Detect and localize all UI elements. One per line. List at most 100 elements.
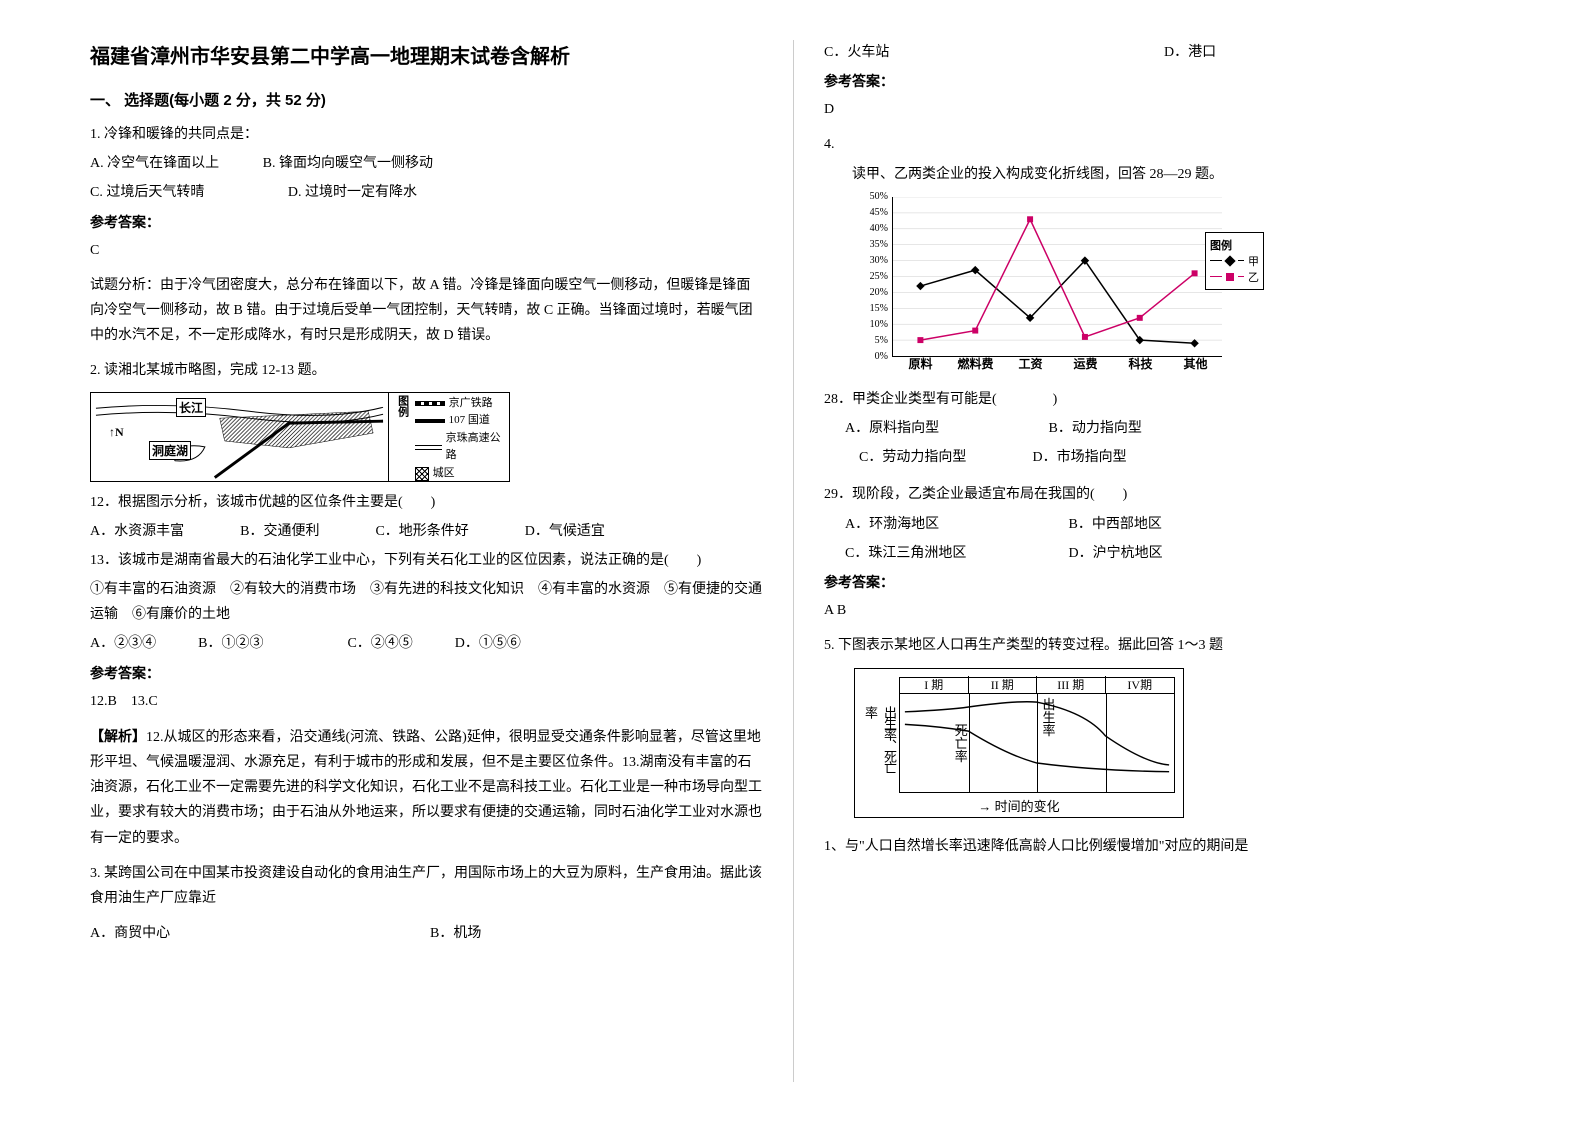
q5-chart: 出生率、死亡率 I 期II 期III 期IV期 出生率 死亡率 → 时间的变化	[854, 668, 1184, 818]
q4-q29-row1: A．环渤海地区 B．中西部地区	[824, 512, 1497, 537]
legend-b: 乙	[1210, 269, 1259, 285]
birth-rate-line	[905, 702, 1169, 765]
section-title: 一、 选择题(每小题 2 分，共 52 分)	[90, 89, 763, 110]
legend-highway: 京珠高速公路	[415, 430, 505, 465]
x-tick-label: 运费	[1073, 355, 1097, 372]
q2-q12: 12．根据图示分析，该城市优越的区位条件主要是( )	[90, 490, 763, 515]
y-tick-label: 20%	[864, 287, 888, 298]
q2-answer: 12.B 13.C	[90, 689, 763, 714]
y-tick-label: 25%	[864, 271, 888, 282]
y-tick-label: 45%	[864, 207, 888, 218]
q1-options-row2: C. 过境后天气转晴 D. 过境时一定有降水	[90, 180, 763, 205]
y-tick-label: 15%	[864, 303, 888, 314]
q2-answer-label: 参考答案：	[90, 663, 763, 683]
chart-plot-area: 原料燃料费工资运费科技其他	[892, 197, 1222, 357]
q1-options-row1: A. 冷空气在锋面以上 B. 锋面均向暖空气一侧移动	[90, 151, 763, 176]
x-tick-label: 工资	[1018, 355, 1042, 372]
q1-answer-label: 参考答案：	[90, 212, 763, 232]
q2-map-diagram: 长江 洞庭湖 ↑N 图例 京广铁路 107 国道 京珠高速公路 城区	[90, 392, 510, 482]
chart-legend-title: 图例	[1210, 237, 1259, 253]
legend-city: 城区	[415, 465, 505, 483]
q3-options-row2: C．火车站 D．港口	[824, 40, 1497, 65]
q2-q12-opts: A．水资源丰富 B．交通便利 C．地形条件好 D．气候适宜	[90, 519, 763, 544]
q1-stem: 1. 冷锋和暖锋的共同点是：	[90, 122, 763, 147]
x-tick-label: 其他	[1183, 355, 1207, 372]
q2-q13: 13．该城市是湖南省最大的石油化学工业中心，下列有关石化工业的区位因素，说法正确…	[90, 548, 763, 573]
legend-a: 甲	[1210, 253, 1259, 269]
q3-optB: B．机场	[430, 926, 481, 941]
x-tick-label: 燃料费	[957, 355, 993, 372]
q4-answer: A B	[824, 598, 1497, 623]
q4-q29-row2: C．珠江三角洲地区 D．沪宁杭地区	[824, 541, 1497, 566]
map-legend: 图例 京广铁路 107 国道 京珠高速公路 城区	[389, 393, 509, 481]
q3-stem: 3. 某跨国公司在中国某市投资建设自动化的食用油生产厂，用国际市场上的大豆为原料…	[90, 861, 763, 911]
map-label-changjiang: 长江	[176, 398, 206, 417]
series-b-line	[920, 219, 1194, 340]
q3-optD: D．港口	[1164, 45, 1216, 60]
chart-legend: 图例 甲 乙	[1205, 232, 1264, 290]
q4-answer-label: 参考答案：	[824, 572, 1497, 592]
q28-optD: D．市场指向型	[1033, 450, 1127, 465]
annot-death: 死亡率	[955, 724, 968, 763]
x-tick-label: 科技	[1128, 355, 1152, 372]
pop-xlabel: → 时间的变化	[978, 796, 1059, 815]
series-a-line	[920, 260, 1194, 343]
map-area: 长江 洞庭湖 ↑N	[91, 393, 389, 481]
x-tick-label: 原料	[908, 355, 932, 372]
q1-optA: A. 冷空气在锋面以上	[90, 151, 219, 176]
q3-answer: D	[824, 97, 1497, 122]
q29-optA: A．环渤海地区	[845, 512, 1065, 537]
north-arrow: ↑N	[109, 425, 124, 440]
page-title: 福建省漳州市华安县第二中学高一地理期末试卷含解析	[90, 40, 763, 69]
right-column: C．火车站 D．港口 参考答案： D 4. 读甲、乙两类企业的投入构成变化折线图…	[794, 40, 1527, 1082]
y-tick-label: 35%	[864, 239, 888, 250]
q2-q13-opts: A．②③④ B．①②③ C．②④⑤ D．①⑤⑥	[90, 631, 763, 656]
q5-stem: 5. 下图表示某地区人口再生产类型的转变过程。据此回答 1～3 题	[824, 633, 1497, 658]
q4-q29: 29．现阶段，乙类企业最适宜布局在我国的( )	[824, 482, 1497, 507]
y-tick-label: 10%	[864, 319, 888, 330]
q28-optC: C．劳动力指向型	[859, 445, 1029, 470]
q4-q28-row2: C．劳动力指向型 D．市场指向型	[824, 445, 1497, 470]
q4-q28-row1: A．原料指向型 B．动力指向型	[824, 416, 1497, 441]
pop-svg	[900, 678, 1174, 792]
q3-optA: A．商贸中心	[90, 921, 427, 946]
map-label-dongting: 洞庭湖	[149, 441, 191, 460]
q28-optA: A．原料指向型	[845, 416, 1045, 441]
q29-optD: D．沪宁杭地区	[1069, 546, 1163, 561]
y-tick-label: 40%	[864, 223, 888, 234]
left-column: 福建省漳州市华安县第二中学高一地理期末试卷含解析 一、 选择题(每小题 2 分，…	[60, 40, 793, 1082]
q2-q13-items: ①有丰富的石油资源 ②有较大的消费市场 ③有先进的科技文化知识 ④有丰富的水资源…	[90, 577, 763, 627]
y-tick-label: 5%	[864, 335, 888, 346]
y-tick-label: 30%	[864, 255, 888, 266]
q3-options-row1: A．商贸中心 B．机场	[90, 921, 763, 946]
chart-svg	[893, 197, 1222, 356]
q3-answer-label: 参考答案：	[824, 71, 1497, 91]
q1-optB: B. 锋面均向暖空气一侧移动	[263, 151, 433, 176]
city-area	[220, 411, 373, 448]
q1-answer: C	[90, 238, 763, 263]
map-svg	[91, 393, 388, 481]
legend-railway: 京广铁路	[415, 395, 505, 413]
q29-optC: C．珠江三角洲地区	[845, 541, 1065, 566]
q28-optB: B．动力指向型	[1049, 421, 1142, 436]
q1-analysis: 试题分析：由于冷气团密度大，总分布在锋面以下，故 A 错。冷锋是锋面向暖空气一侧…	[90, 273, 763, 349]
q2-analysis: 【解析】12.从城区的形态来看，沿交通线(河流、铁路、公路)延伸，很明显受交通条…	[90, 724, 763, 851]
legend-title: 图例	[393, 395, 411, 483]
legend-road: 107 国道	[415, 412, 505, 430]
pop-plot-area: I 期II 期III 期IV期 出生率 死亡率	[899, 677, 1175, 793]
q4-num: 4.	[824, 132, 1497, 157]
q2-stem: 2. 读湘北某城市略图，完成 12-13 题。	[90, 358, 763, 383]
q29-optB: B．中西部地区	[1069, 517, 1162, 532]
pop-ylabel: 出生率、死亡率	[861, 706, 899, 780]
q1-optD: D. 过境时一定有降水	[288, 180, 417, 205]
q3-optC: C．火车站	[824, 40, 1161, 65]
q4-q28: 28．甲类企业类型有可能是( )	[824, 387, 1497, 412]
y-tick-label: 50%	[864, 191, 888, 202]
death-rate-line	[905, 725, 1169, 772]
y-tick-label: 0%	[864, 351, 888, 362]
annot-birth: 出生率	[1042, 698, 1055, 737]
q1-optC: C. 过境后天气转晴	[90, 180, 204, 205]
q5-subq1: 1、与"人口自然增长率迅速降低高龄人口比例缓慢增加"对应的期间是	[824, 834, 1497, 859]
q4-chart: 50%45%40%35%30%25%20%15%10%5%0% 原料燃料费工资运…	[864, 197, 1264, 377]
q4-stem: 读甲、乙两类企业的投入构成变化折线图，回答 28—29 题。	[824, 162, 1497, 187]
